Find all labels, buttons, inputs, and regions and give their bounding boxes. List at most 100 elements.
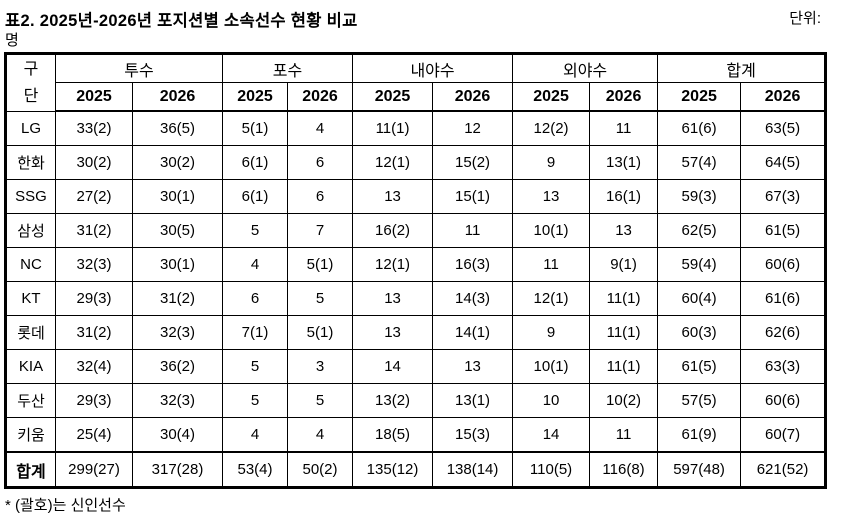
cell-value: 31(2): [55, 213, 133, 248]
cell-value: 25(4): [55, 417, 133, 453]
cell-value: 30(4): [131, 417, 224, 453]
group-header-catchers: 포수: [222, 53, 354, 83]
cell-value: 110(5): [512, 451, 591, 488]
cell-value: 16(1): [589, 179, 659, 214]
cell-value: 11(1): [589, 281, 659, 316]
cell-value: 11: [432, 213, 514, 248]
cell-value: 10(2): [589, 383, 659, 418]
year-header: 2026: [432, 82, 514, 112]
cell-value: 50(2): [287, 451, 354, 488]
team-name: 삼성: [5, 213, 56, 248]
page-title: 표2. 2025년-2026년 포지션별 소속선수 현황 비교: [5, 12, 358, 30]
cell-value: 61(6): [740, 281, 827, 316]
cell-value: 63(3): [740, 349, 827, 384]
cell-value: 10: [512, 383, 591, 418]
cell-value: 3: [287, 349, 354, 384]
cell-value: 6: [287, 145, 354, 180]
cell-value: 60(6): [740, 247, 827, 282]
cell-value: 299(27): [55, 451, 133, 488]
cell-value: 57(4): [657, 145, 742, 180]
cell-value: 64(5): [740, 145, 827, 180]
cell-value: 5: [287, 383, 354, 418]
table-row: LG 33(2) 36(5) 5(1) 4 11(1) 12 12(2) 11 61(6) 63(5…: [5, 110, 827, 146]
table-row: 삼성 31(2) 30(5) 5 7 16(2) 11 10(1) 13 62(5) 61(5): [5, 213, 827, 248]
table-row: KT 29(3) 31(2) 6 5 13 14(3) 12(1) 11(1) 60(4) 61(6…: [5, 281, 827, 316]
cell-value: 32(3): [131, 383, 224, 418]
cell-value: 32(4): [55, 349, 133, 384]
team-name: KT: [5, 281, 56, 316]
cell-value: 15(2): [432, 145, 514, 180]
cell-value: 12: [432, 110, 514, 146]
cell-value: 60(4): [657, 281, 742, 316]
cell-value: 29(3): [55, 281, 133, 316]
cell-value: 36(2): [131, 349, 224, 384]
cell-value: 7(1): [222, 315, 289, 350]
cell-value: 59(3): [657, 179, 742, 214]
table-header: 구 단 투수 포수 내야수 외야수 합계 2025 2026 2025 2026…: [5, 53, 827, 112]
cell-value: 13: [589, 213, 659, 248]
cell-value: 5(1): [287, 315, 354, 350]
cell-value: 30(2): [55, 145, 133, 180]
cell-value: 11: [589, 417, 659, 453]
table-row: 롯데 31(2) 32(3) 7(1) 5(1) 13 14(1) 9 11(1) 60(3) 62…: [5, 315, 827, 350]
cell-value: 63(5): [740, 110, 827, 146]
year-header: 2026: [589, 82, 659, 112]
cell-value: 62(5): [657, 213, 742, 248]
group-header-row: 구 단 투수 포수 내야수 외야수 합계: [5, 53, 827, 112]
cell-value: 4: [287, 110, 354, 146]
team-name: NC: [5, 247, 56, 282]
cell-value: 10(1): [512, 349, 591, 384]
cell-value: 61(5): [657, 349, 742, 384]
cell-value: 597(48): [657, 451, 742, 488]
cell-value: 14(1): [432, 315, 514, 350]
cell-value: 13: [352, 315, 434, 350]
cell-value: 67(3): [740, 179, 827, 214]
cell-value: 57(5): [657, 383, 742, 418]
cell-value: 60(6): [740, 383, 827, 418]
cell-value: 27(2): [55, 179, 133, 214]
cell-value: 138(14): [432, 451, 514, 488]
year-header: 2026: [740, 82, 827, 112]
year-header: 2025: [512, 82, 591, 112]
cell-value: 135(12): [352, 451, 434, 488]
cell-value: 15(3): [432, 417, 514, 453]
cell-value: 317(28): [131, 451, 224, 488]
table-row: 키움 25(4) 30(4) 4 4 18(5) 15(3) 14 11 61(9) 60(7): [5, 417, 827, 453]
cell-value: 30(2): [131, 145, 224, 180]
cell-value: 30(1): [131, 179, 224, 214]
cell-value: 59(4): [657, 247, 742, 282]
cell-value: 16(2): [352, 213, 434, 248]
cell-value: 62(6): [740, 315, 827, 350]
year-header: 2025: [55, 82, 133, 112]
team-column-header-line1: 구: [23, 60, 39, 78]
footnote: * (괄호)는 신인선수: [5, 497, 126, 514]
total-row-label: 합계: [5, 451, 56, 488]
cell-value: 60(3): [657, 315, 742, 350]
team-column-header: 구 단: [5, 53, 56, 112]
table-row: 한화 30(2) 30(2) 6(1) 6 12(1) 15(2) 9 13(1) 57(4) 64…: [5, 145, 827, 180]
cell-value: 9: [512, 145, 591, 180]
cell-value: 9(1): [589, 247, 659, 282]
cell-value: 4: [287, 417, 354, 453]
table-body: LG 33(2) 36(5) 5(1) 4 11(1) 12 12(2) 11 61(6) 63(5…: [5, 110, 827, 488]
cell-value: 31(2): [131, 281, 224, 316]
team-column-header-line2: 단: [23, 87, 39, 105]
cell-value: 11: [512, 247, 591, 282]
cell-value: 13: [432, 349, 514, 384]
cell-value: 621(52): [740, 451, 827, 488]
cell-value: 5: [222, 213, 289, 248]
group-header-infielders: 내야수: [352, 53, 514, 83]
cell-value: 14: [352, 349, 434, 384]
cell-value: 12(1): [352, 145, 434, 180]
cell-value: 11(1): [589, 349, 659, 384]
unit-value: 명: [5, 32, 19, 49]
cell-value: 11(1): [352, 110, 434, 146]
cell-value: 4: [222, 247, 289, 282]
team-name: 키움: [5, 417, 56, 453]
cell-value: 7: [287, 213, 354, 248]
cell-value: 5: [222, 349, 289, 384]
cell-value: 29(3): [55, 383, 133, 418]
cell-value: 11(1): [589, 315, 659, 350]
cell-value: 4: [222, 417, 289, 453]
cell-value: 61(6): [657, 110, 742, 146]
